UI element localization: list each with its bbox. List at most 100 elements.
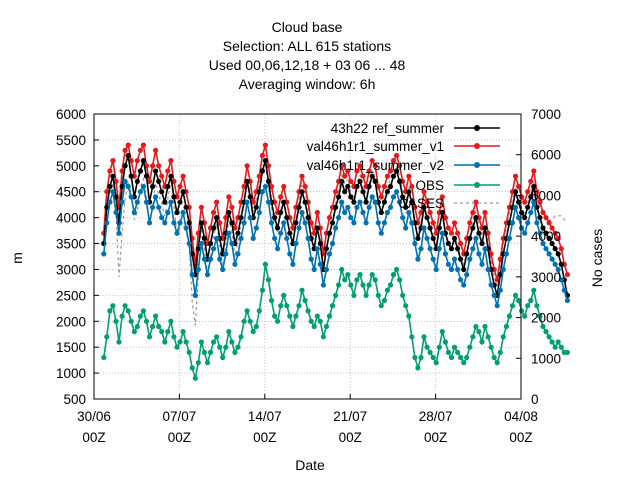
data-point <box>348 215 354 221</box>
data-point <box>558 261 564 267</box>
data-point <box>110 158 116 164</box>
data-point <box>528 297 534 304</box>
data-point <box>494 277 500 283</box>
data-point <box>195 266 201 273</box>
data-point <box>503 251 509 257</box>
data-point <box>522 199 528 205</box>
data-point <box>296 225 302 231</box>
data-point <box>348 178 354 184</box>
data-point <box>531 183 537 190</box>
data-point <box>473 215 479 221</box>
data-point <box>512 173 519 179</box>
data-point <box>455 246 461 252</box>
x-tick-label-time: 00Z <box>424 430 447 445</box>
data-point <box>195 360 201 366</box>
data-point <box>140 183 146 190</box>
data-point <box>534 303 540 309</box>
data-point <box>116 339 122 345</box>
data-point <box>339 163 345 169</box>
data-point <box>201 256 207 262</box>
data-point <box>284 215 290 221</box>
data-point <box>461 360 467 366</box>
data-point <box>488 344 494 350</box>
data-point <box>299 209 305 216</box>
data-point <box>192 375 198 381</box>
data-point <box>180 329 186 335</box>
data-point <box>543 215 549 221</box>
data-point <box>519 308 525 314</box>
data-point <box>531 199 537 205</box>
data-point <box>159 173 165 179</box>
data-point <box>543 329 549 335</box>
data-point <box>305 235 311 241</box>
data-point <box>479 240 485 247</box>
data-point <box>540 323 546 330</box>
data-point <box>357 178 363 184</box>
data-point <box>528 178 534 184</box>
data-point <box>516 215 522 221</box>
data-point <box>509 220 516 226</box>
data-point <box>323 323 329 330</box>
data-point <box>247 194 253 200</box>
data-point <box>326 215 333 221</box>
data-point <box>256 308 262 314</box>
x-tick-label-time: 00Z <box>82 430 105 445</box>
data-point <box>177 199 183 205</box>
data-point <box>369 173 375 179</box>
data-point <box>430 235 436 241</box>
data-point <box>201 235 207 241</box>
data-point <box>278 209 284 216</box>
data-point <box>503 323 509 330</box>
data-point <box>107 183 113 190</box>
data-point <box>317 240 323 247</box>
data-point <box>351 292 357 298</box>
data-point <box>433 266 439 273</box>
data-point <box>506 313 512 319</box>
data-point <box>531 168 537 174</box>
data-point <box>146 220 153 226</box>
data-point <box>113 178 119 184</box>
data-point <box>528 209 534 216</box>
data-point <box>244 163 250 169</box>
data-point <box>387 282 394 288</box>
data-point <box>375 183 381 190</box>
data-point <box>290 261 296 267</box>
data-point <box>211 339 217 345</box>
data-point <box>110 189 116 195</box>
data-point <box>165 168 171 174</box>
data-point <box>516 297 522 304</box>
data-point <box>204 272 211 278</box>
y2-tick-label: 0 <box>531 392 539 407</box>
data-point <box>314 225 320 231</box>
data-point <box>333 225 339 231</box>
data-point <box>150 163 156 169</box>
data-point <box>125 183 131 190</box>
data-point <box>354 204 360 210</box>
data-point <box>137 189 143 195</box>
data-point <box>259 287 265 293</box>
data-point <box>476 251 482 257</box>
data-point <box>308 220 314 226</box>
y-tick-label: 5500 <box>56 133 86 148</box>
y2-tick-label: 3000 <box>531 270 561 285</box>
data-point <box>256 173 262 179</box>
data-point <box>397 277 403 283</box>
data-point <box>238 215 244 221</box>
data-point <box>363 199 369 205</box>
legend-marker <box>474 143 480 149</box>
legend-marker <box>474 125 480 131</box>
data-point <box>540 209 546 216</box>
data-point <box>317 261 323 267</box>
data-point <box>415 256 421 262</box>
data-point <box>244 199 250 205</box>
data-point <box>265 277 272 283</box>
data-point <box>128 194 134 200</box>
data-point <box>165 183 171 190</box>
data-point <box>427 246 433 252</box>
series-layer <box>101 142 571 381</box>
data-point <box>189 272 195 278</box>
data-point <box>214 199 220 205</box>
data-point <box>558 246 564 252</box>
data-point <box>555 339 561 345</box>
data-point <box>433 360 439 366</box>
